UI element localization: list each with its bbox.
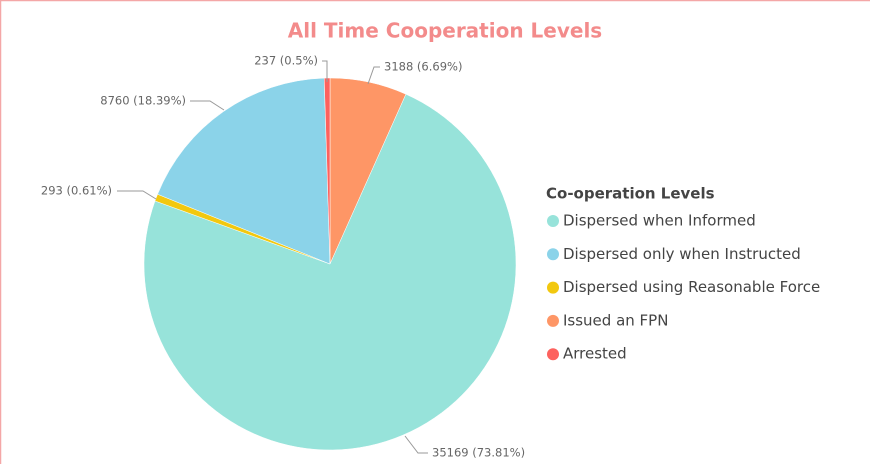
leader-line	[404, 435, 428, 454]
pie-slice	[157, 77, 331, 265]
legend-label: Dispersed when Informed	[563, 212, 756, 230]
data-label: 35169 (73.81%)	[432, 446, 525, 460]
legend-marker	[547, 314, 559, 327]
data-label: 293 (0.61%)	[41, 184, 112, 198]
leader-line	[190, 100, 225, 111]
data-label: 3188 (6.69%)	[384, 60, 462, 74]
legend-label: Issued an FPN	[563, 311, 668, 329]
legend-marker	[547, 281, 559, 294]
legend-marker	[547, 215, 559, 227]
data-label: 237 (0.5%)	[254, 54, 318, 68]
data-label: 8760 (18.39%)	[100, 94, 186, 108]
leader-line	[322, 60, 328, 82]
leader-line	[367, 66, 380, 85]
legend-label: Dispersed only when Instructed	[563, 245, 801, 263]
chart-title: All Time Cooperation Levels	[288, 19, 602, 43]
legend-label: Arrested	[563, 345, 627, 363]
legend-title: Co-operation Levels	[546, 185, 715, 203]
pie-slice	[143, 93, 517, 451]
leader-line	[117, 190, 157, 200]
legend-marker	[547, 248, 559, 261]
legend-marker	[547, 348, 559, 361]
legend-label: Dispersed using Reasonable Force	[563, 278, 820, 296]
